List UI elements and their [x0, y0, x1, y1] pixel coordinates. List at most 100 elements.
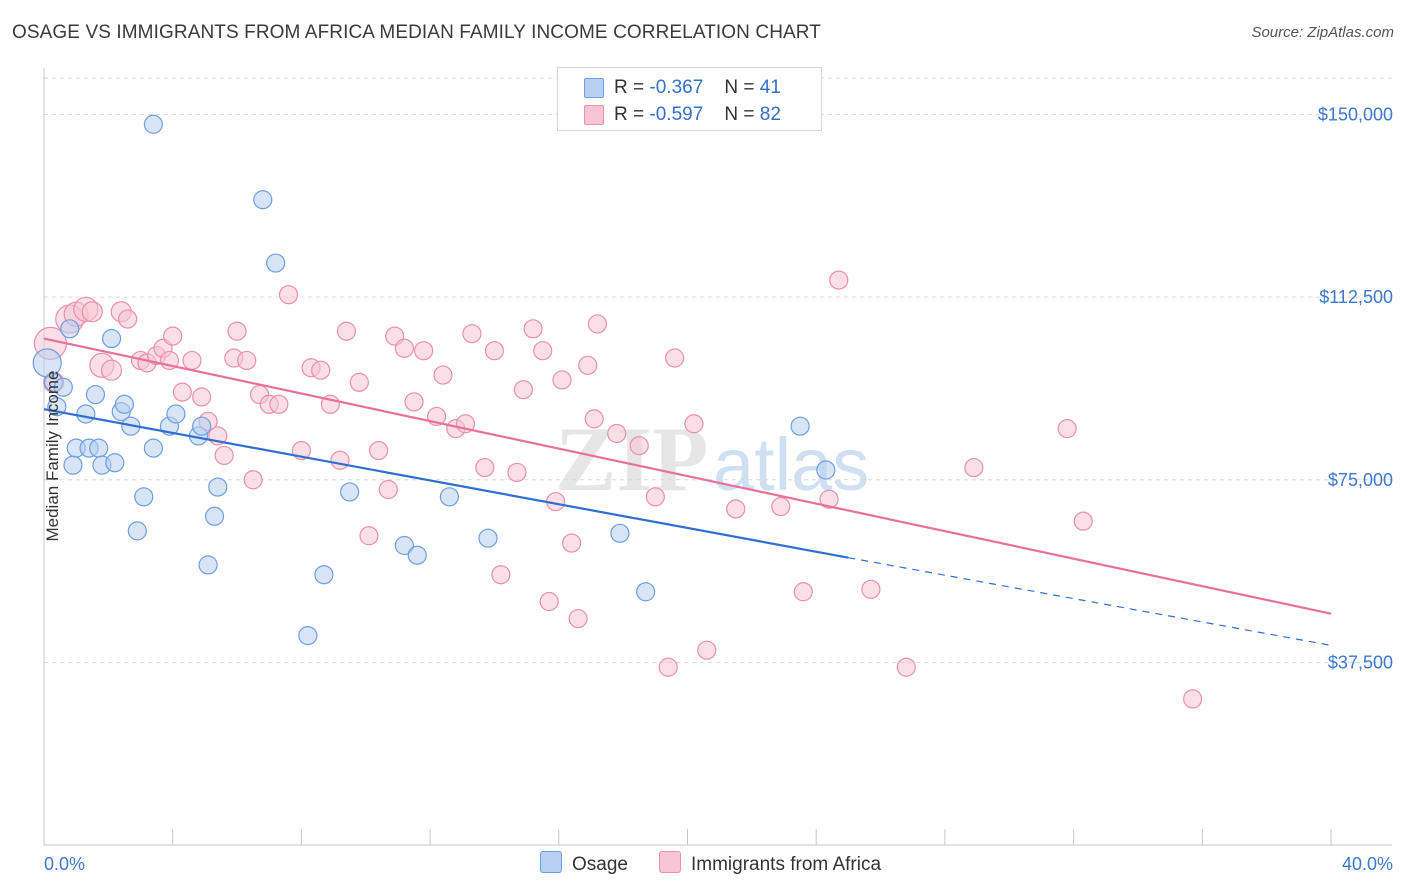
africa-point — [584, 409, 604, 429]
africa-point — [100, 359, 123, 381]
osage-point — [101, 328, 122, 349]
africa-point — [243, 470, 263, 490]
n-label: N = — [724, 104, 755, 125]
x-tick-label-min: 0.0% — [44, 854, 85, 874]
africa-point — [568, 608, 588, 629]
africa-legend-swatch — [659, 851, 681, 873]
africa-point — [172, 382, 192, 402]
africa-point — [278, 285, 299, 305]
africa-point — [771, 496, 791, 517]
osage-point — [53, 377, 73, 397]
africa-point — [378, 479, 398, 500]
osage-point — [143, 438, 163, 458]
osage-point — [610, 523, 630, 543]
africa-point — [726, 499, 746, 519]
osage-point — [208, 477, 228, 497]
africa-point — [697, 640, 717, 660]
osage-legend-swatch — [540, 851, 562, 873]
axes: 0.0% 40.0% — [43, 68, 1393, 874]
y-tick-label: $150,000 — [1318, 105, 1393, 125]
r-value-africa: -0.597 — [649, 104, 704, 125]
africa-point — [539, 591, 559, 612]
africa-point — [269, 394, 289, 414]
osage-point — [143, 114, 163, 134]
africa-point — [462, 324, 482, 344]
osage-swatch — [584, 78, 604, 98]
osage-point — [478, 528, 498, 548]
africa-point — [562, 533, 582, 553]
osage-point — [394, 535, 414, 556]
africa-point — [552, 370, 572, 390]
africa-trend-line — [43, 337, 1332, 615]
osage-point — [439, 487, 460, 507]
africa-point — [349, 372, 369, 392]
osage-point — [192, 416, 212, 436]
osage-point — [790, 416, 810, 436]
africa-point — [629, 436, 649, 456]
gridlines — [44, 77, 1396, 663]
africa-point — [513, 380, 534, 400]
osage-point — [314, 565, 334, 585]
africa-point — [1073, 511, 1093, 531]
africa-point — [414, 341, 434, 361]
osage-point — [89, 438, 109, 458]
osage-point — [134, 487, 154, 507]
africa-swatch — [584, 105, 604, 125]
africa-point — [369, 440, 389, 461]
africa-point — [665, 348, 685, 368]
africa-point — [607, 423, 627, 444]
africa-point — [227, 321, 247, 341]
africa-point — [645, 487, 665, 507]
africa-point — [192, 387, 212, 407]
watermark-atlas: atlas — [713, 423, 869, 506]
bottom-legend-africa[interactable]: Immigrants from Africa — [659, 851, 881, 876]
africa-point — [578, 355, 598, 375]
trend-lines — [43, 337, 1332, 646]
osage-point — [298, 625, 318, 646]
r-label: R = — [614, 104, 645, 125]
zipatlas-watermark: ZIP atlas — [555, 408, 869, 510]
y-tick-label: $112,500 — [1319, 287, 1393, 307]
series-immigrants-from-africa — [33, 270, 1203, 709]
africa-point — [1057, 419, 1077, 439]
x-tick-label-max: 40.0% — [1342, 854, 1393, 874]
osage-trend-line — [43, 408, 849, 559]
africa-point — [861, 579, 881, 599]
watermark-zip: ZIP — [555, 408, 708, 510]
africa-point — [330, 450, 350, 470]
correlation-legend: R = -0.367 N = 41 R = -0.597 N = 82 — [557, 67, 822, 131]
africa-point — [533, 341, 553, 361]
africa-point — [404, 392, 424, 412]
africa-point — [214, 445, 234, 466]
africa-point — [684, 414, 704, 434]
africa-point — [182, 350, 202, 371]
africa-point — [587, 314, 608, 334]
africa-point — [491, 565, 511, 585]
osage-point — [816, 460, 836, 480]
africa-point — [484, 341, 505, 361]
africa-legend-label: Immigrants from Africa — [691, 854, 882, 875]
r-value-osage: -0.367 — [649, 77, 704, 98]
osage-legend-label: Osage — [572, 854, 628, 875]
osage-point — [105, 453, 125, 473]
africa-point — [658, 657, 678, 677]
osage-point — [407, 545, 427, 565]
africa-point — [433, 365, 453, 385]
africa-point — [336, 321, 357, 341]
y-tick-labels: $37,500 $75,000 $112,500 $150,000 — [1318, 105, 1393, 673]
africa-point — [964, 457, 984, 478]
africa-point — [475, 457, 495, 478]
osage-point — [266, 253, 286, 273]
y-axis-label: Median Family Income — [43, 370, 62, 542]
osage-point — [166, 404, 186, 424]
africa-point — [1183, 689, 1203, 709]
osage-point — [198, 555, 218, 575]
chart-title: OSAGE VS IMMIGRANTS FROM AFRICA MEDIAN F… — [12, 22, 821, 43]
africa-point — [896, 657, 916, 677]
africa-point — [163, 326, 183, 346]
n-value-osage: 41 — [759, 77, 781, 98]
bottom-legend-osage[interactable]: Osage — [540, 851, 628, 876]
osage-point — [127, 521, 147, 541]
africa-point — [523, 319, 543, 339]
